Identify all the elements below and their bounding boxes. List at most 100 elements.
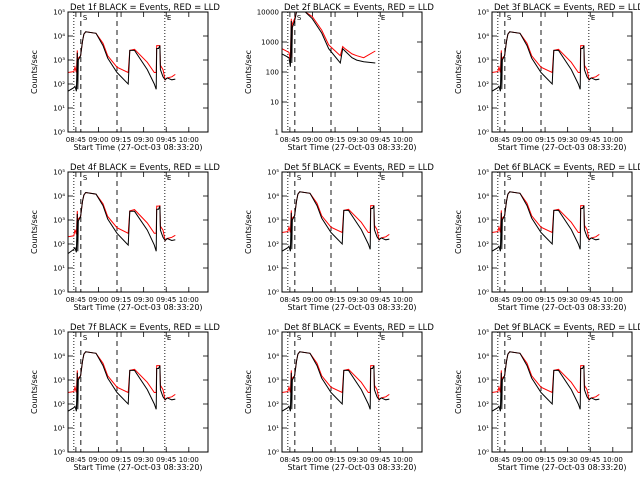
x-tick-label: 09:00 — [88, 456, 108, 464]
plot-frame — [67, 11, 209, 133]
x-tick-label: 09:45 — [580, 136, 600, 144]
annotation-end: E — [591, 14, 595, 22]
y-axis-label: Counts/sec — [244, 210, 253, 254]
x-tick-label: 08:45 — [490, 296, 510, 304]
x-tick-label: 09:00 — [512, 136, 532, 144]
y-axis-label: Counts/sec — [454, 210, 463, 254]
y-tick-label: 10³ — [53, 57, 65, 65]
x-axis-label: Start Time (27-Oct-03 08:33:20) — [287, 303, 416, 312]
x-tick-label: 09:00 — [512, 456, 532, 464]
y-tick-label: 10³ — [477, 217, 489, 225]
series-line-lld — [491, 351, 600, 401]
annotation-start: S — [297, 174, 302, 182]
x-tick-label: 09:30 — [134, 456, 154, 464]
x-tick-label: 08:45 — [66, 296, 86, 304]
x-tick-label: 09:15 — [535, 456, 555, 464]
y-axis-label: Counts/sec — [454, 50, 463, 94]
plot-frame — [281, 11, 423, 133]
annotation-end: E — [167, 174, 171, 182]
y-tick-label: 10² — [53, 81, 65, 89]
y-tick-label: 10¹ — [53, 265, 65, 273]
x-axis-label: Start Time (27-Oct-03 08:33:20) — [497, 463, 626, 472]
y-tick-label: 10¹ — [477, 105, 489, 113]
series-line-events — [281, 351, 390, 412]
plot-frame — [281, 331, 423, 453]
panel-title: Det 1f BLACK = Events, RED = LLD — [70, 3, 220, 13]
x-tick-label: 10:00 — [393, 136, 413, 144]
y-tick-label: 10² — [477, 81, 489, 89]
annotation-start: S — [507, 14, 512, 22]
series-line-lld — [67, 191, 176, 242]
x-tick-label: 09:00 — [302, 136, 322, 144]
series-line-events — [491, 351, 600, 412]
y-tick-label: 10³ — [267, 217, 279, 225]
x-tick-label: 09:30 — [134, 296, 154, 304]
y-tick-label: 10⁰ — [267, 449, 279, 457]
x-tick-label: 09:30 — [348, 296, 368, 304]
x-tick-label: 10:00 — [603, 456, 623, 464]
y-tick-label: 10¹ — [477, 425, 489, 433]
y-tick-label: 10¹ — [53, 105, 65, 113]
y-tick-label: 10³ — [53, 217, 65, 225]
plot-frame — [67, 171, 209, 293]
y-tick-label: 10⁴ — [53, 353, 65, 361]
y-tick-label: 10⁰ — [53, 289, 65, 297]
x-tick-label: 09:45 — [370, 136, 390, 144]
series-line-events — [67, 351, 176, 412]
x-tick-label: 09:00 — [302, 296, 322, 304]
annotation-start: S — [507, 174, 512, 182]
annotation-start: S — [83, 174, 88, 182]
y-tick-label: 10⁴ — [477, 353, 489, 361]
panel-title: Det 5f BLACK = Events, RED = LLD — [284, 163, 434, 173]
y-tick-label: 10⁰ — [477, 289, 489, 297]
y-tick-label: 10⁰ — [53, 129, 65, 137]
y-tick-label: 10⁴ — [267, 353, 279, 361]
series-line-events — [67, 31, 176, 92]
y-tick-label: 10¹ — [267, 425, 279, 433]
y-tick-label: 10³ — [267, 377, 279, 385]
y-axis-label: Counts/sec — [244, 370, 253, 414]
x-tick-label: 09:15 — [325, 136, 345, 144]
x-tick-label: 10:00 — [179, 296, 199, 304]
plot-frame — [67, 331, 209, 453]
panel-title: Det 3f BLACK = Events, RED = LLD — [494, 3, 640, 13]
x-tick-label: 09:45 — [580, 456, 600, 464]
panel-title: Det 4f BLACK = Events, RED = LLD — [70, 163, 220, 173]
panel-title: Det 9f BLACK = Events, RED = LLD — [494, 323, 640, 333]
y-tick-label: 10² — [53, 241, 65, 249]
panel-title: Det 8f BLACK = Events, RED = LLD — [284, 323, 434, 333]
annotation-end: E — [591, 334, 595, 342]
x-tick-label: 08:45 — [490, 456, 510, 464]
x-tick-label: 10:00 — [179, 456, 199, 464]
annotation-end: E — [381, 14, 385, 22]
x-tick-label: 08:45 — [66, 136, 86, 144]
x-tick-label: 08:45 — [490, 136, 510, 144]
annotation-end: E — [381, 174, 385, 182]
x-axis-label: Start Time (27-Oct-03 08:33:20) — [287, 143, 416, 152]
x-tick-label: 10:00 — [603, 296, 623, 304]
y-tick-label: 10¹ — [477, 265, 489, 273]
plot-frame — [491, 171, 633, 293]
y-tick-label: 10³ — [477, 377, 489, 385]
x-tick-label: 09:15 — [325, 296, 345, 304]
panel-7: Det 7f BLACK = Events, RED = LLD 10⁰ 10¹ 10… — [30, 323, 220, 472]
annotation-end: E — [591, 174, 595, 182]
x-tick-label: 09:15 — [325, 456, 345, 464]
y-tick-label: 10² — [477, 401, 489, 409]
y-tick-label: 10³ — [477, 57, 489, 65]
annotation-end: E — [381, 334, 385, 342]
x-tick-label: 09:45 — [156, 456, 176, 464]
x-axis-label: Start Time (27-Oct-03 08:33:20) — [73, 463, 202, 472]
panel-title: Det 7f BLACK = Events, RED = LLD — [70, 323, 220, 333]
x-tick-label: 09:30 — [558, 136, 578, 144]
y-axis-label: Counts/sec — [30, 50, 39, 94]
x-tick-label: 08:45 — [280, 456, 300, 464]
y-tick-label: 10² — [477, 241, 489, 249]
y-tick-label: 10⁵ — [477, 9, 489, 17]
x-tick-label: 08:45 — [280, 136, 300, 144]
plot-frame — [281, 171, 423, 293]
y-tick-label: 1000 — [261, 39, 279, 47]
series-line-lld — [281, 351, 390, 401]
panel-title: Det 6f BLACK = Events, RED = LLD — [494, 163, 640, 173]
y-tick-label: 10⁵ — [53, 329, 65, 337]
